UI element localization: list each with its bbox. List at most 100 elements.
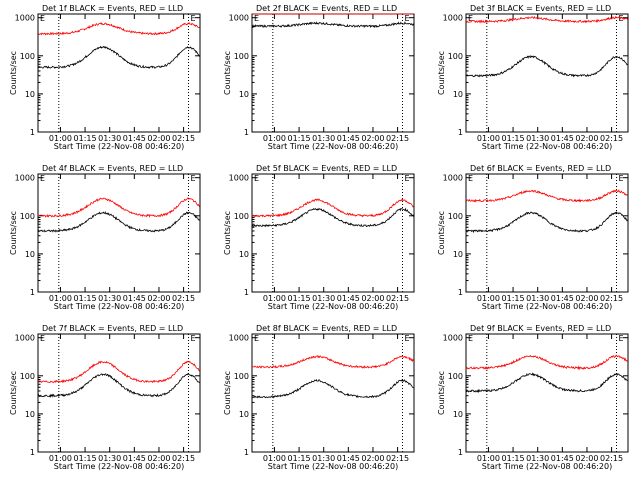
x-tick-label: 02:15 [600, 294, 623, 303]
chart-title: Det 4f BLACK = Events, RED = LLD [42, 164, 183, 173]
x-tick-label: 01:30 [98, 454, 121, 463]
plot-frame [37, 333, 201, 453]
x-tick-label: 01:00 [477, 294, 500, 303]
events-series-line [251, 378, 414, 399]
y-tick-label: 10 [453, 410, 463, 419]
x-tick-label: 01:15 [74, 454, 97, 463]
x-tick-label: 01:00 [477, 454, 500, 463]
y-tick-label: 1000 [443, 174, 463, 183]
y-tick-label: 100 [234, 212, 249, 221]
event-marker-label: E [254, 14, 259, 23]
events-series-line [37, 372, 200, 399]
x-tick-label: 02:00 [147, 454, 170, 463]
x-tick-label: 01:30 [312, 454, 335, 463]
y-axis-label: Counts/sec [9, 51, 18, 95]
x-tick-label: 01:30 [312, 134, 335, 143]
x-tick-label: 01:15 [74, 134, 97, 143]
x-tick-label: 01:45 [123, 454, 146, 463]
plot-frame [465, 173, 629, 293]
y-tick-label: 1000 [443, 334, 463, 343]
y-axis-label: Counts/sec [223, 211, 232, 255]
y-tick-label: 10 [25, 250, 35, 259]
x-tick-label: 02:15 [600, 134, 623, 143]
x-tick-label: 01:45 [123, 294, 146, 303]
x-tick-label: 02:15 [172, 454, 195, 463]
event-marker-label: E [191, 334, 196, 343]
events-series-line [465, 372, 628, 394]
chart-title: Det 8f BLACK = Events, RED = LLD [256, 324, 397, 333]
chart-title: Det 7f BLACK = Events, RED = LLD [42, 324, 183, 333]
x-tick-label: 02:15 [172, 134, 195, 143]
x-tick-label: 01:15 [502, 294, 525, 303]
x-tick-label: 01:00 [49, 294, 72, 303]
x-axis-label: Start Time (22-Nov-08 00:46:20) [54, 302, 184, 311]
x-axis-label: Start Time (22-Nov-08 00:46:20) [268, 462, 398, 471]
x-axis-label: Start Time (22-Nov-08 00:46:20) [268, 302, 398, 311]
y-tick-label: 1000 [229, 174, 249, 183]
plot-frame [465, 13, 629, 133]
x-tick-label: 01:45 [337, 454, 360, 463]
y-tick-label: 10 [453, 250, 463, 259]
events-series-line [251, 21, 414, 29]
x-tick-label: 01:00 [477, 134, 500, 143]
x-axis-label: Start Time (22-Nov-08 00:46:20) [268, 142, 398, 151]
event-marker-label: E [468, 174, 473, 183]
plot-frame [251, 333, 415, 453]
chart-title: Det 6f BLACK = Events, RED = LLD [470, 164, 611, 173]
x-tick-label: 01:00 [49, 454, 72, 463]
y-tick-label: 1000 [443, 14, 463, 23]
event-marker-label: E [405, 174, 410, 183]
y-tick-label: 1000 [15, 174, 35, 183]
x-tick-label: 01:30 [526, 454, 549, 463]
y-tick-label: 10 [239, 410, 249, 419]
event-marker-label: E [405, 334, 410, 343]
x-tick-label: 01:45 [551, 454, 574, 463]
x-tick-label: 01:30 [312, 294, 335, 303]
events-series-line [465, 54, 628, 78]
y-tick-label: 1000 [229, 14, 249, 23]
x-tick-label: 01:00 [263, 134, 286, 143]
y-axis-label: Counts/sec [223, 371, 232, 415]
x-axis-label: Start Time (22-Nov-08 00:46:20) [482, 302, 612, 311]
y-axis-label: Counts/sec [9, 211, 18, 255]
x-tick-label: 02:00 [575, 454, 598, 463]
lld-series-line [465, 354, 628, 371]
chart-title: Det 9f BLACK = Events, RED = LLD [470, 324, 611, 333]
y-tick-label: 1000 [15, 14, 35, 23]
events-series-line [37, 45, 200, 69]
y-tick-label: 1 [458, 288, 463, 297]
x-tick-label: 01:45 [123, 134, 146, 143]
x-tick-label: 02:00 [361, 134, 384, 143]
y-tick-label: 100 [234, 52, 249, 61]
x-tick-label: 01:30 [98, 294, 121, 303]
y-tick-label: 100 [448, 212, 463, 221]
y-tick-label: 10 [25, 90, 35, 99]
x-axis-label: Start Time (22-Nov-08 00:46:20) [482, 462, 612, 471]
y-tick-label: 100 [20, 52, 35, 61]
x-tick-label: 02:00 [575, 294, 598, 303]
x-tick-label: 01:30 [98, 134, 121, 143]
events-series-line [465, 211, 628, 234]
x-tick-label: 02:15 [600, 454, 623, 463]
y-tick-label: 10 [239, 250, 249, 259]
plot-frame [37, 13, 201, 133]
plot-frame [37, 173, 201, 293]
x-tick-label: 01:15 [502, 134, 525, 143]
y-tick-label: 1 [458, 128, 463, 137]
x-axis-label: Start Time (22-Nov-08 00:46:20) [54, 142, 184, 151]
lld-series-line [37, 21, 200, 36]
event-marker-label: E [40, 14, 45, 23]
x-axis-label: Start Time (22-Nov-08 00:46:20) [482, 142, 612, 151]
lld-series-line [466, 189, 628, 203]
x-tick-label: 02:15 [172, 294, 195, 303]
event-marker-label: E [191, 174, 196, 183]
y-tick-label: 10 [25, 410, 35, 419]
event-marker-label: E [191, 14, 196, 23]
x-tick-label: 02:00 [147, 134, 170, 143]
event-marker-label: E [254, 334, 259, 343]
